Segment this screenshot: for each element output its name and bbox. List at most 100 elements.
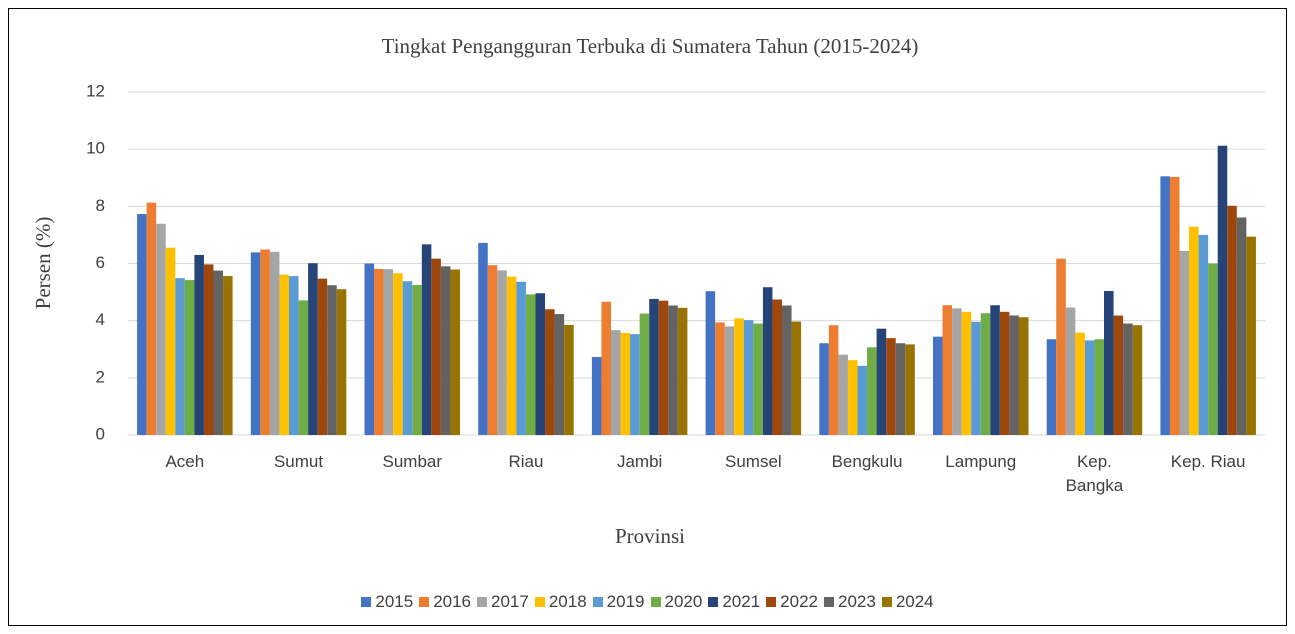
legend-swatch <box>823 597 834 607</box>
legend-label: 2015 <box>375 592 414 611</box>
legend-item: 2020 <box>650 592 703 612</box>
bar <box>506 276 517 435</box>
bar <box>715 322 725 435</box>
bar <box>867 347 877 435</box>
bar <box>412 284 422 435</box>
bar <box>1227 205 1237 435</box>
bar <box>450 269 461 435</box>
x-axis-title: Provinsi <box>615 524 685 548</box>
bar <box>260 249 270 435</box>
bar <box>223 276 233 435</box>
legend-item: 2018 <box>534 592 587 612</box>
y-axis-title: Persen (%) <box>31 217 55 310</box>
legend-swatch <box>766 597 777 607</box>
legend-label: 2022 <box>780 592 818 611</box>
y-tick-label: 4 <box>96 310 105 329</box>
bar <box>184 280 195 435</box>
bar <box>478 242 488 435</box>
y-tick-label: 6 <box>96 253 105 272</box>
bar <box>421 244 432 435</box>
bar <box>952 308 962 435</box>
bar <box>393 273 403 435</box>
bar <box>545 309 555 435</box>
bar <box>317 278 328 435</box>
bar <box>677 307 688 435</box>
legend-item: 2017 <box>477 592 529 612</box>
x-tick-label: Sumsel <box>725 452 782 471</box>
y-tick-label: 0 <box>96 424 105 443</box>
legend-swatch <box>708 597 719 607</box>
bar <box>269 251 280 435</box>
legend-swatch <box>419 597 430 607</box>
bar <box>374 268 384 435</box>
bar <box>971 321 981 435</box>
bar <box>658 300 669 435</box>
bar <box>1075 332 1085 435</box>
legend-swatch <box>881 597 892 607</box>
x-tick-label: Sumbar <box>382 452 443 471</box>
bar <box>497 270 507 435</box>
bar <box>279 274 289 435</box>
bar <box>762 287 773 435</box>
bar <box>772 299 783 435</box>
legend-swatch <box>477 597 488 607</box>
legend-swatch <box>361 597 372 607</box>
bar <box>1065 307 1076 435</box>
legend-swatch <box>650 597 661 607</box>
bar <box>175 278 185 435</box>
bar <box>980 313 991 435</box>
bar <box>782 305 792 435</box>
x-tick-label: Kep. Bangka <box>1065 452 1124 495</box>
x-tick-label: Sumut <box>273 452 324 471</box>
bar <box>535 293 546 435</box>
x-tick-label: Riau <box>508 452 544 471</box>
bar <box>847 360 858 435</box>
x-tick-label: Aceh <box>165 452 205 471</box>
bar <box>564 324 574 435</box>
bar <box>146 202 157 435</box>
bar <box>876 328 887 435</box>
bar <box>1236 217 1247 435</box>
legend-item: 2023 <box>823 592 876 612</box>
chart-title: Tingkat Pengangguran Terbuka di Sumatera… <box>382 34 919 58</box>
bar <box>1189 226 1199 435</box>
legend-item: 2024 <box>881 592 934 612</box>
bar <box>516 281 526 435</box>
bar <box>1123 323 1133 435</box>
bar <box>525 294 536 435</box>
legend-label: 2021 <box>722 592 761 611</box>
legend-label: 2020 <box>664 592 703 611</box>
bar <box>1104 290 1114 435</box>
bar <box>895 343 906 435</box>
bar <box>288 276 299 435</box>
legend-item: 2019 <box>592 592 645 612</box>
bar <box>1009 315 1019 435</box>
y-tick-label: 8 <box>96 196 105 215</box>
bar <box>203 264 214 435</box>
legend: 2015 2016 2017 2018 2019 2020 2021 2022 2023 2024 <box>0 592 1295 612</box>
bar <box>905 344 915 435</box>
legend-label: 2024 <box>895 592 934 611</box>
bar <box>601 301 611 435</box>
bar <box>213 270 224 435</box>
bar <box>990 305 1000 435</box>
bar <box>1046 339 1057 435</box>
legend-label: 2017 <box>491 592 529 611</box>
bar <box>402 281 413 435</box>
legend-swatch <box>534 597 545 607</box>
bar <box>649 298 659 435</box>
bar <box>165 247 176 435</box>
bar <box>639 313 650 435</box>
bar <box>838 354 848 435</box>
bar <box>743 320 754 435</box>
bar <box>156 223 166 435</box>
bar <box>1132 325 1143 435</box>
bar <box>886 338 896 435</box>
bar <box>1169 176 1180 435</box>
bar <box>705 291 716 435</box>
bar <box>724 326 735 435</box>
bar <box>610 330 621 435</box>
legend-label: 2023 <box>837 592 876 611</box>
bar <box>791 321 802 435</box>
